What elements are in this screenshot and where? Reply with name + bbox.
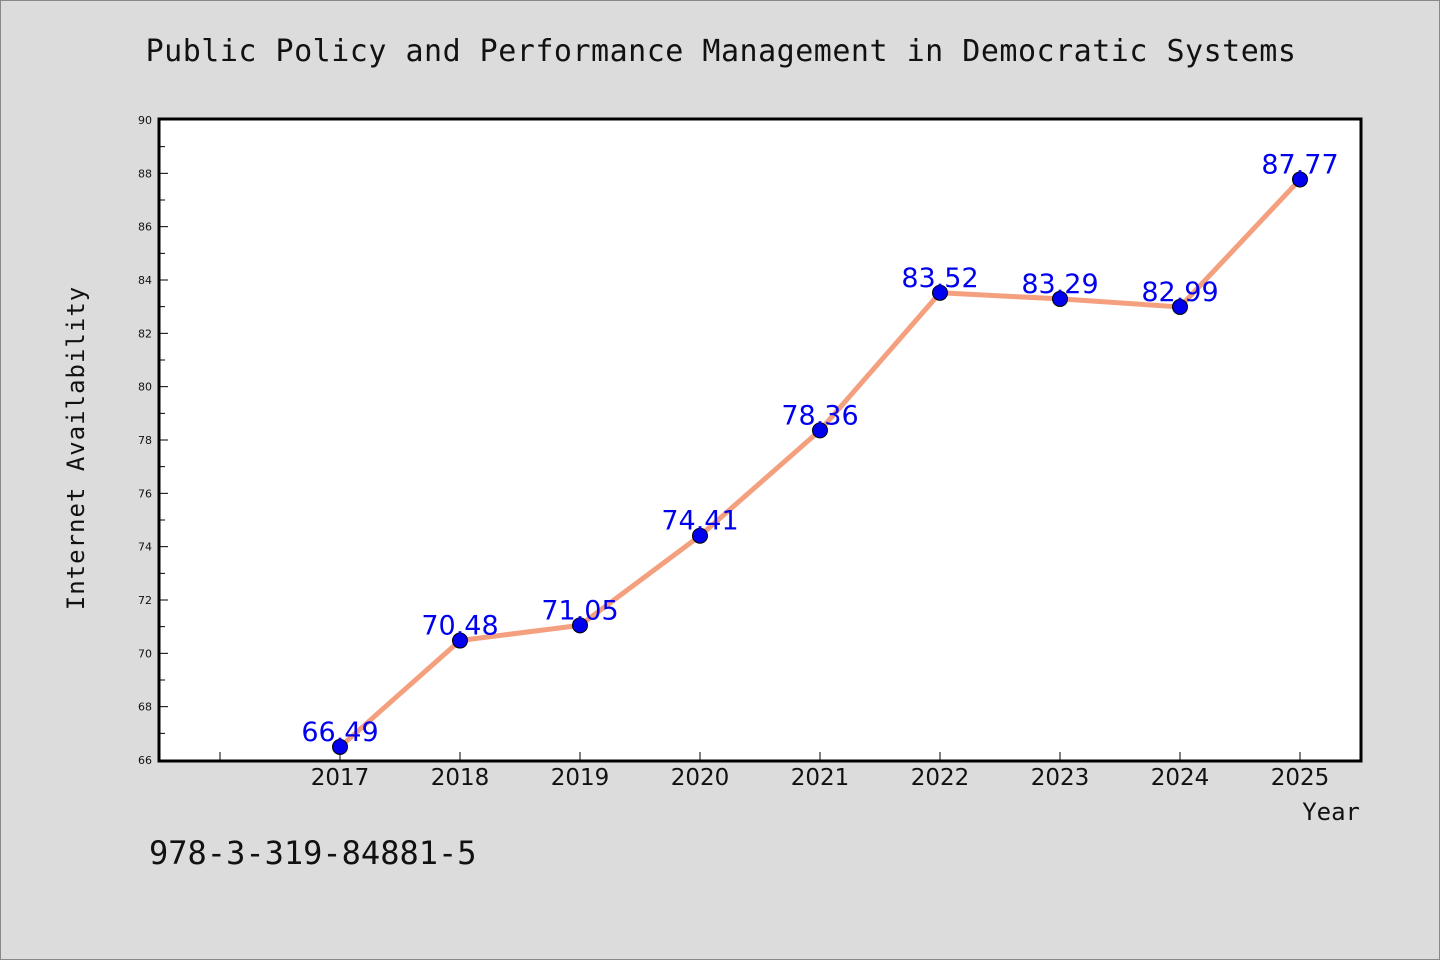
y-tick-label: 82 xyxy=(138,327,152,340)
y-axis: 66 68 70 72 74 76 78 80 82 84 86 88 90 xyxy=(138,114,168,767)
data-point xyxy=(932,284,948,301)
y-tick-label: 90 xyxy=(138,114,152,127)
y-tick-label: 72 xyxy=(138,594,152,607)
y-tick-label: 76 xyxy=(138,487,152,500)
x-axis-label: Year xyxy=(1302,798,1360,826)
data-label: 78.36 xyxy=(781,400,858,431)
data-point xyxy=(572,617,588,634)
data-label: 66.49 xyxy=(301,717,378,748)
y-tick-label: 84 xyxy=(138,274,152,287)
y-tick-label: 68 xyxy=(138,701,152,714)
data-point xyxy=(1052,290,1068,307)
data-point xyxy=(692,527,708,544)
x-tick-label: 2021 xyxy=(791,765,850,791)
data-label: 70.48 xyxy=(421,611,498,642)
data-point xyxy=(1172,298,1188,315)
y-tick-label: 66 xyxy=(138,754,152,767)
x-tick-label: 2024 xyxy=(1151,765,1210,791)
data-point xyxy=(812,422,828,439)
data-label: 74.41 xyxy=(661,506,738,537)
data-point xyxy=(452,632,468,649)
x-tick-label: 2020 xyxy=(671,765,730,791)
y-tick-label: 74 xyxy=(138,541,152,554)
y-tick-label: 88 xyxy=(138,167,152,180)
x-tick-label: 2019 xyxy=(551,765,610,791)
x-tick-label: 2017 xyxy=(311,765,370,791)
y-tick-label: 80 xyxy=(138,381,152,394)
x-tick-label: 2025 xyxy=(1271,765,1330,791)
data-label: 87.77 xyxy=(1261,149,1338,180)
data-label: 83.52 xyxy=(901,263,978,294)
data-label: 71.05 xyxy=(541,595,618,626)
x-tick-label: 2018 xyxy=(431,765,490,791)
data-point xyxy=(1292,171,1308,188)
footer-code: 978-3-319-84881-5 xyxy=(149,834,477,872)
y-tick-label: 70 xyxy=(138,647,152,660)
plot-area xyxy=(157,117,1363,763)
data-point xyxy=(332,738,348,755)
x-axis: 2017 2018 2019 2020 2021 2022 2023 2024 2025 xyxy=(219,752,1330,791)
y-tick-label: 86 xyxy=(138,221,152,234)
chart-title: Public Policy and Performance Management… xyxy=(145,34,1297,69)
series-group: 66.49 70.48 71.05 74.41 78.36 83.52 83.29 82.99… xyxy=(301,149,1339,755)
y-tick-label: 78 xyxy=(138,434,152,447)
x-tick-label: 2022 xyxy=(911,765,970,791)
data-label: 83.29 xyxy=(1021,269,1098,300)
data-label: 82.99 xyxy=(1141,277,1218,308)
y-axis-label: Internet Availability xyxy=(62,286,90,610)
x-tick-label: 2023 xyxy=(1031,765,1090,791)
